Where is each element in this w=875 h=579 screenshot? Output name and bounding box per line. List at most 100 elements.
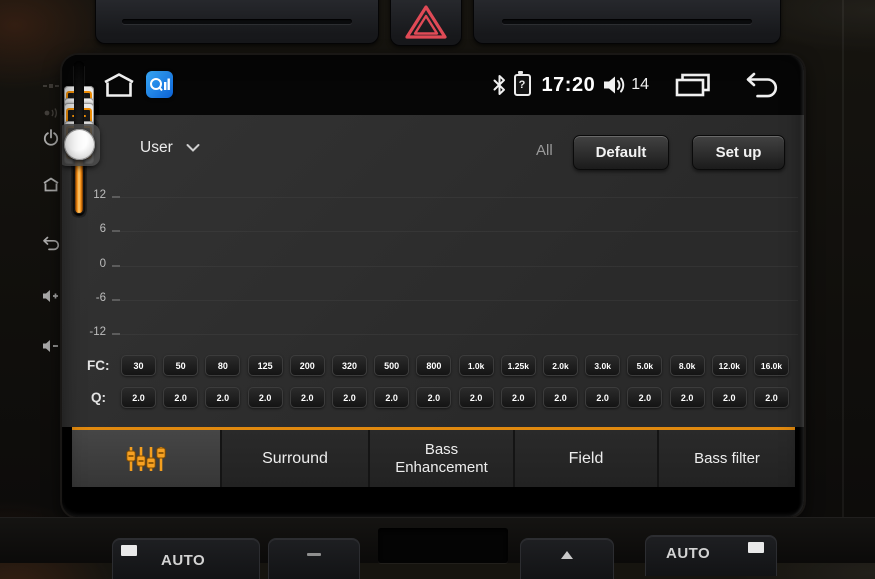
- button-indicator: [121, 545, 137, 556]
- gain-gridline: [114, 231, 798, 233]
- q-chip-500[interactable]: 2.0: [374, 387, 410, 408]
- auto-button-left[interactable]: AUTO: [112, 538, 260, 579]
- home-button[interactable]: [42, 176, 60, 193]
- q-chip-30[interactable]: 2.0: [121, 387, 156, 408]
- gain-gridline: [114, 197, 798, 198]
- auto-label-left: AUTO: [161, 552, 206, 569]
- setup-button[interactable]: Set up: [692, 135, 785, 170]
- clock: 17:20: [541, 73, 596, 96]
- dash-trim-seam: [842, 0, 844, 563]
- fc-chip-500[interactable]: 500: [374, 355, 410, 376]
- battery-text: ?: [518, 78, 526, 91]
- eq-band-slider-80[interactable]: [62, 61, 96, 517]
- tab-field[interactable]: Field: [513, 430, 657, 487]
- fc-chip-50[interactable]: 50: [163, 355, 199, 376]
- volume-up-button[interactable]: [42, 288, 60, 304]
- fc-chip-125[interactable]: 125: [247, 355, 283, 376]
- chevron-down-icon: [186, 144, 200, 152]
- auto-label-right: AUTO: [666, 545, 711, 562]
- vent-slot: [122, 19, 352, 24]
- fc-chip-12.0k[interactable]: 12.0k: [711, 355, 747, 376]
- gain-scale-label: 0: [99, 257, 106, 270]
- fc-chip-2.0k[interactable]: 2.0k: [543, 355, 578, 376]
- dash-recess: [378, 528, 508, 563]
- home-icon[interactable]: [100, 70, 138, 100]
- equalizer-sliders-icon: [126, 446, 166, 471]
- fc-chip-320[interactable]: 320: [332, 355, 367, 376]
- back-arrow-icon[interactable]: [744, 71, 780, 99]
- active-slider-knob: [63, 129, 95, 161]
- fc-chip-8.0k[interactable]: 8.0k: [669, 355, 705, 376]
- q-chip-200[interactable]: 2.0: [289, 387, 325, 408]
- q-chip-800[interactable]: 2.0: [416, 387, 452, 408]
- tab-label: Bass filter: [694, 449, 760, 467]
- tab-bass-enhancement[interactable]: Bass Enhancement: [368, 430, 513, 487]
- fc-chip-3.0k[interactable]: 3.0k: [585, 355, 621, 376]
- gain-gridline: [114, 265, 798, 267]
- q-chip-1.0k[interactable]: 2.0: [458, 387, 494, 408]
- q-chip-1.25k[interactable]: 2.0: [500, 387, 536, 408]
- fc-chip-800[interactable]: 800: [416, 355, 452, 376]
- dash-bottom-panel: AUTO AUTO: [0, 517, 875, 579]
- gain-tick: [112, 196, 120, 198]
- button-indicator: [748, 542, 764, 553]
- q-chip-80[interactable]: 2.0: [205, 387, 241, 408]
- mic-indicator: [44, 108, 58, 118]
- dash-vent-panel-right: [473, 0, 781, 44]
- fc-chip-1.25k[interactable]: 1.25k: [500, 355, 536, 376]
- q-chip-125[interactable]: 2.0: [247, 387, 283, 408]
- vent-slot: [502, 19, 752, 24]
- dash-glyph: [307, 553, 321, 556]
- hazard-button[interactable]: [390, 0, 462, 46]
- q-chip-5.0k[interactable]: 2.0: [627, 387, 663, 408]
- gain-tick: [112, 230, 120, 233]
- equalizer-app-icon[interactable]: [146, 71, 173, 98]
- tab-bar: Surround Bass Enhancement Field Bass filter: [72, 427, 795, 487]
- default-button-label: Default: [595, 144, 647, 161]
- head-unit-screen: ? 17:20 14 User All Default: [62, 55, 804, 517]
- climate-button[interactable]: [268, 538, 360, 579]
- gain-scale-label: 6: [99, 223, 106, 236]
- q-row-label: Q:: [91, 390, 106, 405]
- back-button[interactable]: [42, 236, 60, 252]
- q-chip-16.0k[interactable]: 2.0: [754, 387, 789, 408]
- active-slider-thumb[interactable]: [62, 123, 100, 166]
- fc-chip-30[interactable]: 30: [121, 355, 156, 376]
- fc-row-label: FC:: [87, 358, 110, 373]
- q-chip-8.0k[interactable]: 2.0: [669, 387, 705, 408]
- gain-tick: [112, 264, 120, 267]
- fc-chip-200[interactable]: 200: [289, 355, 325, 376]
- fc-chip-80[interactable]: 80: [205, 355, 241, 376]
- dash-vent-panel-left: [95, 0, 379, 44]
- fc-chip-16.0k[interactable]: 16.0k: [754, 355, 789, 376]
- power-button[interactable]: [42, 128, 60, 147]
- auto-button-right[interactable]: AUTO: [645, 535, 777, 576]
- q-chip-50[interactable]: 2.0: [163, 387, 199, 408]
- fc-chip-5.0k[interactable]: 5.0k: [627, 355, 663, 376]
- hazard-triangle-icon: [405, 5, 447, 39]
- tab-bass-filter[interactable]: Bass filter: [657, 430, 795, 487]
- gain-scale-label: -6: [95, 291, 106, 304]
- tab-surround[interactable]: Surround: [220, 430, 368, 487]
- speaker-icon: [604, 76, 625, 94]
- gain-gridline: [114, 334, 798, 335]
- eq-slider-area: 12 6 0 -6 -12 30 2.0 50 2.0 80 2.0 125 2.0 200 2.0 320 2…: [62, 55, 804, 517]
- all-channels-label[interactable]: All: [536, 142, 553, 159]
- status-bar: ? 17:20 14: [62, 55, 804, 115]
- gain-tick: [112, 298, 120, 301]
- q-chip-320[interactable]: 2.0: [332, 387, 367, 408]
- q-chip-2.0k[interactable]: 2.0: [543, 387, 578, 408]
- default-button[interactable]: Default: [573, 135, 669, 170]
- preset-dropdown[interactable]: User: [140, 139, 201, 157]
- slider-fill: [75, 144, 83, 213]
- setup-button-label: Set up: [715, 144, 762, 161]
- tab-equalizer[interactable]: [72, 430, 220, 487]
- q-chip-3.0k[interactable]: 2.0: [585, 387, 621, 408]
- q-chip-12.0k[interactable]: 2.0: [711, 387, 747, 408]
- tab-label: Field: [568, 449, 604, 467]
- temp-up-button[interactable]: [520, 538, 614, 579]
- volume-down-button[interactable]: [42, 338, 60, 354]
- recent-apps-icon[interactable]: [675, 72, 711, 98]
- gain-tick: [112, 333, 120, 335]
- fc-chip-1.0k[interactable]: 1.0k: [458, 355, 494, 376]
